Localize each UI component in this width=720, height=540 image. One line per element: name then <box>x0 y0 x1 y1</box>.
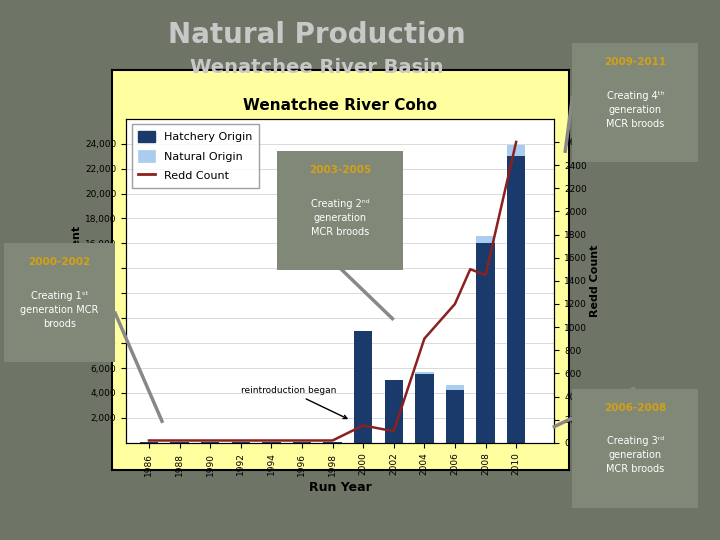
Bar <box>446 390 464 443</box>
Text: Creating 4ᵗʰ
generation
MCR broods: Creating 4ᵗʰ generation MCR broods <box>606 91 665 129</box>
Bar <box>507 156 526 443</box>
Text: 2003-2005: 2003-2005 <box>309 165 372 176</box>
Text: 2006-2008: 2006-2008 <box>604 403 667 413</box>
Text: 2000-2002: 2000-2002 <box>28 257 91 267</box>
Text: 2009-2011: 2009-2011 <box>604 57 667 68</box>
Bar <box>323 442 342 443</box>
Bar <box>415 374 433 443</box>
X-axis label: Run Year: Run Year <box>309 481 372 494</box>
Text: Creating 3ʳᵈ
generation
MCR broods: Creating 3ʳᵈ generation MCR broods <box>606 436 665 474</box>
Text: reintroduction began: reintroduction began <box>240 386 347 418</box>
Legend: Hatchery Origin, Natural Origin, Redd Count: Hatchery Origin, Natural Origin, Redd Co… <box>132 124 258 187</box>
Y-axis label: Total Escapement: Total Escapement <box>72 226 82 336</box>
Bar <box>293 442 311 443</box>
Bar <box>354 330 372 443</box>
Title: Wenatchee River Coho: Wenatchee River Coho <box>243 98 437 113</box>
Bar <box>477 244 495 443</box>
Text: Creating 1ˢᵗ
generation MCR
broods: Creating 1ˢᵗ generation MCR broods <box>20 291 99 328</box>
Text: Creating 2ⁿᵈ
generation
MCR broods: Creating 2ⁿᵈ generation MCR broods <box>311 199 369 237</box>
Bar <box>415 372 433 374</box>
Bar <box>446 386 464 390</box>
Bar <box>262 442 281 443</box>
Text: Natural Production: Natural Production <box>168 21 466 49</box>
Text: Wenatchee River Basin: Wenatchee River Basin <box>190 58 444 77</box>
Bar <box>171 442 189 443</box>
Bar <box>384 381 403 443</box>
Bar <box>232 442 250 443</box>
Bar <box>477 236 495 244</box>
Bar <box>507 145 526 156</box>
Bar <box>201 442 220 443</box>
Y-axis label: Redd Count: Redd Count <box>590 245 600 317</box>
Bar <box>140 442 158 443</box>
